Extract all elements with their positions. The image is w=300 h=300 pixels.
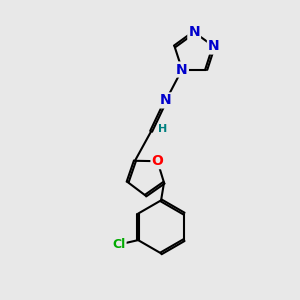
- Text: H: H: [158, 124, 167, 134]
- Text: N: N: [208, 40, 220, 53]
- Text: O: O: [152, 154, 164, 168]
- Text: N: N: [176, 62, 188, 76]
- Text: N: N: [160, 93, 172, 107]
- Text: N: N: [188, 25, 200, 39]
- Text: Cl: Cl: [112, 238, 126, 251]
